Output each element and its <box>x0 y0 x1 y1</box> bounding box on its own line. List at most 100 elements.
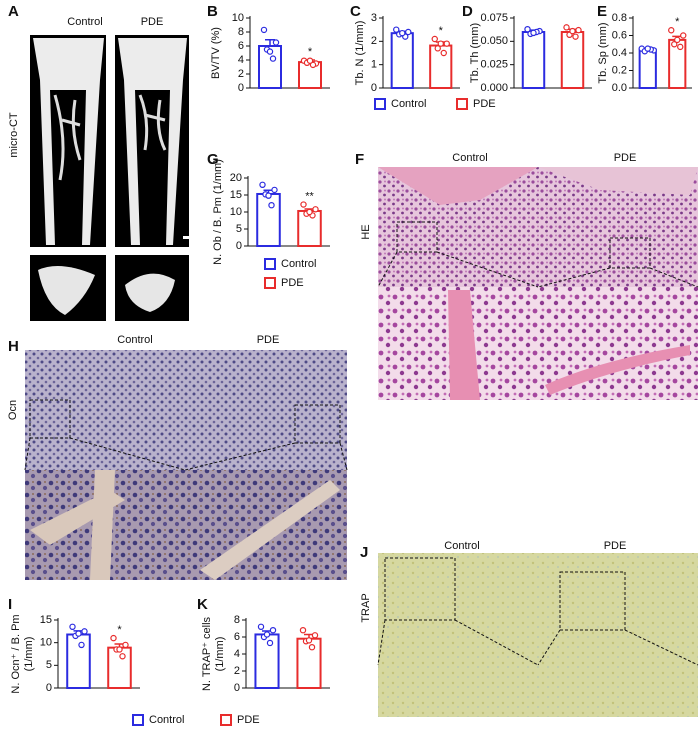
y-tick-label: 0.8 <box>612 12 627 24</box>
data-point <box>300 201 307 208</box>
panel-letter: F <box>355 151 364 168</box>
data-point <box>569 27 576 35</box>
y-axis-label: N. TRAP⁺ cells <box>201 616 213 691</box>
row-label: Ocn <box>7 400 19 420</box>
y-tick-label: 0.000 <box>480 82 508 94</box>
data-point <box>272 39 280 46</box>
significance: * <box>117 624 122 636</box>
data-point <box>437 40 444 47</box>
panel-letter: B <box>207 3 218 20</box>
data-point <box>271 186 278 194</box>
y-tick-label: 10 <box>232 12 244 24</box>
data-point <box>266 48 274 55</box>
trap-images <box>377 553 699 717</box>
y-axis-label: N. Ocn⁺ / B. Pm <box>10 614 22 693</box>
legend-swatch <box>374 98 386 110</box>
legend-swatch <box>264 277 276 289</box>
data-point <box>75 630 82 637</box>
column-header: Control <box>67 16 102 28</box>
data-point <box>78 641 85 649</box>
data-point <box>680 32 687 39</box>
panel-letter: H <box>8 338 19 355</box>
column-header: Control <box>117 334 152 346</box>
data-point <box>266 639 274 647</box>
y-tick-label: 0 <box>371 82 377 94</box>
panel-letter: C <box>350 3 361 20</box>
data-point <box>399 29 406 37</box>
y-axis-label: Tb. Sp (mm) <box>597 22 609 83</box>
data-point <box>393 26 400 33</box>
y-tick-label: 6 <box>234 631 240 643</box>
legend-label: PDE <box>473 98 496 110</box>
y-tick-label: 10 <box>230 206 242 218</box>
data-point <box>440 49 447 57</box>
y-tick-label: 0 <box>234 682 240 694</box>
data-point <box>572 33 579 40</box>
data-point <box>671 41 678 48</box>
column-header: PDE <box>141 16 164 28</box>
data-point <box>575 26 582 34</box>
row-label: micro-CT <box>8 112 20 157</box>
micro-ct-images <box>30 35 193 321</box>
bar <box>390 32 414 89</box>
data-point <box>116 646 123 653</box>
bar <box>638 48 657 89</box>
error-bar <box>265 38 275 46</box>
bar <box>521 31 546 89</box>
legend-swatch <box>264 258 276 270</box>
legend-label: PDE <box>237 714 260 726</box>
y-tick-label: 3 <box>371 12 377 24</box>
data-point <box>644 45 651 52</box>
data-point <box>312 206 319 213</box>
data-point <box>530 29 537 37</box>
y-tick-label: 4 <box>234 648 240 660</box>
y-tick-label: 0.2 <box>612 64 627 76</box>
significance: * <box>308 46 313 58</box>
y-tick-label: 1 <box>371 59 377 71</box>
y-tick-label: 0 <box>236 240 242 252</box>
column-header: PDE <box>604 540 627 552</box>
y-axis-label: (1/mm) <box>23 637 35 672</box>
panel-letter: D <box>462 3 473 20</box>
y-tick-label: 0.050 <box>480 35 508 47</box>
panel-letter: A <box>8 3 19 20</box>
data-point <box>257 623 265 631</box>
data-point <box>563 24 570 31</box>
significance: * <box>675 16 680 28</box>
y-tick-label: 15 <box>40 614 52 626</box>
bar <box>560 31 585 89</box>
data-point <box>674 36 681 44</box>
legend-swatch <box>456 98 468 110</box>
y-tick-label: 2 <box>238 68 244 80</box>
y-axis-label: Tb. Th (mm) <box>469 23 481 83</box>
row-label: HE <box>360 224 372 239</box>
data-point <box>119 653 126 660</box>
data-point <box>443 40 450 47</box>
bar <box>256 192 281 247</box>
column-header: Control <box>444 540 479 552</box>
y-axis-label: (1/mm) <box>214 637 226 672</box>
y-tick-label: 0.025 <box>480 59 508 71</box>
he-images <box>377 167 699 400</box>
data-point <box>299 627 307 634</box>
legend-label: Control <box>149 714 184 726</box>
column-header: Control <box>452 152 487 164</box>
panel-letter: J <box>360 544 368 561</box>
data-point <box>259 181 266 188</box>
data-point <box>263 631 271 638</box>
data-point <box>677 43 684 51</box>
data-point <box>311 632 319 639</box>
data-point <box>306 57 314 64</box>
data-point <box>306 208 313 216</box>
panel-letter: E <box>597 3 607 20</box>
data-point <box>265 192 272 199</box>
panel-letter: I <box>8 596 12 613</box>
legend-label: Control <box>281 258 316 270</box>
y-tick-label: 0.0 <box>612 82 627 94</box>
bar <box>66 633 91 689</box>
data-point <box>269 55 277 62</box>
data-point <box>309 61 317 69</box>
panel-letter: G <box>207 151 219 168</box>
y-tick-label: 2 <box>371 35 377 47</box>
